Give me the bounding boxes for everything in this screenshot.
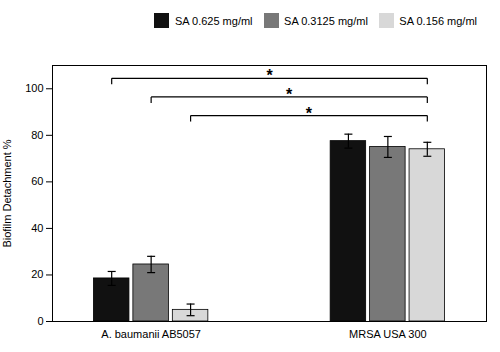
html-text:SA 0.156 mg/ml: SA 0.156 mg/ml bbox=[399, 14, 477, 27]
svg-text:0: 0 bbox=[37, 315, 43, 327]
svg-text:MRSA USA 300: MRSA USA 300 bbox=[349, 328, 427, 340]
svg-text:*: * bbox=[286, 85, 293, 102]
svg-text:60: 60 bbox=[31, 175, 43, 187]
svg-text:100: 100 bbox=[25, 82, 43, 94]
html-text:SA 0.625 mg/ml: SA 0.625 mg/ml bbox=[174, 14, 253, 27]
svg-text:*: * bbox=[306, 104, 313, 121]
svg-text:A. baumanii AB5057: A. baumanii AB5057 bbox=[101, 328, 201, 340]
svg-text:20: 20 bbox=[31, 268, 43, 280]
svg-text:Biofilm Detachment %: Biofilm Detachment % bbox=[1, 139, 13, 247]
svg-text:40: 40 bbox=[31, 221, 43, 233]
svg-text:*: * bbox=[266, 67, 273, 84]
html-text:SA 0.3125 mg/ml: SA 0.3125 mg/ml bbox=[284, 14, 368, 27]
svg-text:80: 80 bbox=[31, 128, 43, 140]
